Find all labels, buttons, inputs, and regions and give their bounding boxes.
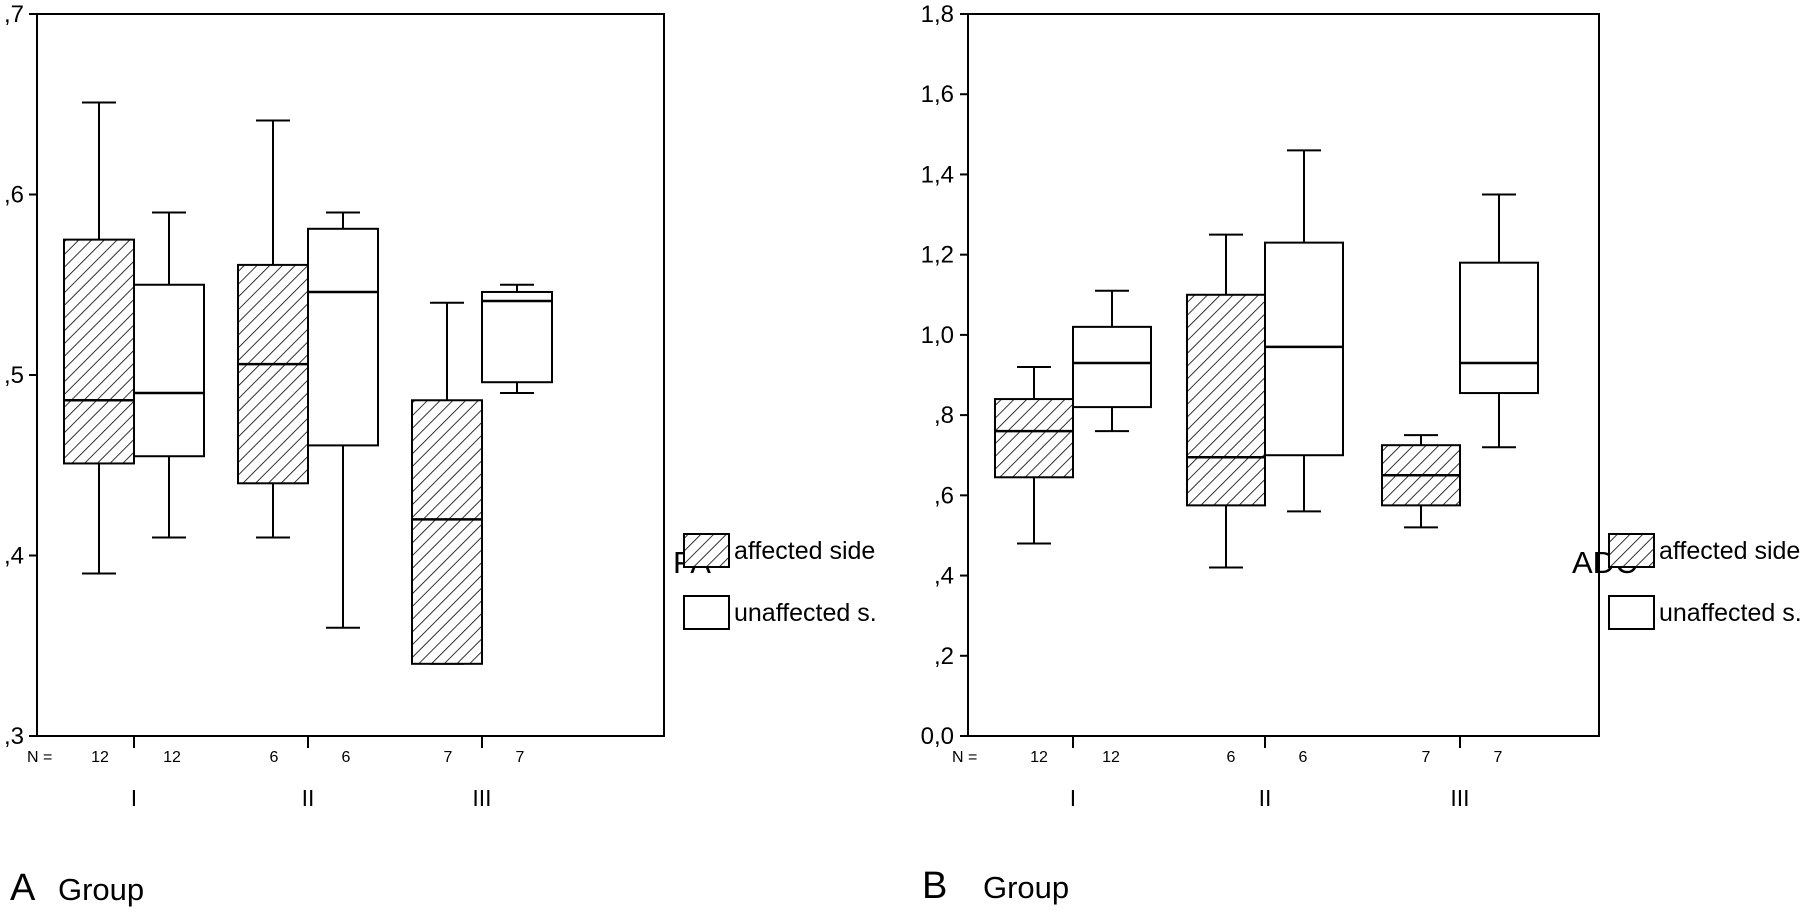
iqr-box (1459, 261, 1539, 395)
n-value: 6 (1299, 749, 1308, 766)
box-unaffected-group-i (1072, 289, 1152, 433)
box-unaffected-group-ii (307, 211, 379, 629)
panel-letter: B (922, 865, 947, 907)
n-value: 12 (1102, 749, 1120, 766)
n-value: 12 (163, 749, 181, 766)
iqr-box (994, 398, 1074, 479)
iqr-box (411, 399, 483, 665)
box-unaffected-group-iii (1459, 193, 1539, 449)
x-axis-title: Group (58, 872, 144, 907)
n-prefix-label: N = (952, 749, 977, 766)
y-tick-label: ,5 (4, 362, 24, 389)
n-value: 6 (342, 749, 351, 766)
group-label-iii: III (1450, 785, 1469, 811)
group-label-ii: II (302, 785, 315, 811)
legend: affected side unaffected s. (683, 533, 877, 630)
n-value: 7 (444, 749, 453, 766)
iqr-box (481, 290, 553, 384)
y-axis-ticks: 0,0 ,2 ,4 ,6 ,8 1,0 1,2 1,4 1,6 1,8 (921, 1, 968, 750)
n-value: 7 (1494, 749, 1503, 766)
y-tick-label: 1,0 (921, 322, 954, 349)
box-series (63, 101, 553, 748)
iqr-box (133, 283, 205, 458)
y-tick-label: ,8 (934, 402, 954, 429)
y-tick-label: 0,0 (921, 723, 954, 750)
y-tick-label: 1,2 (921, 242, 954, 269)
y-tick-label: ,6 (4, 182, 24, 209)
box-unaffected-group-i (133, 211, 205, 539)
box-affected-group-i (994, 365, 1074, 545)
y-tick-label: 1,8 (921, 1, 954, 28)
group-category-labels: I II III (1070, 785, 1470, 811)
y-tick-label: ,2 (934, 643, 954, 670)
iqr-box (237, 263, 309, 485)
n-value: 7 (1422, 749, 1431, 766)
iqr-box (1072, 325, 1152, 409)
box-affected-group-ii (1186, 233, 1266, 569)
iqr-box (1264, 241, 1344, 457)
panel-letter: A (10, 867, 36, 909)
y-tick-label: ,6 (934, 482, 954, 509)
box-series (994, 149, 1539, 748)
legend-swatch (1608, 533, 1655, 568)
legend-swatch (1608, 595, 1655, 630)
x-axis-title: Group (983, 870, 1069, 905)
legend-label: affected side (734, 537, 875, 565)
group-label-i: I (1070, 785, 1076, 811)
plot-frame (967, 13, 1600, 737)
sample-size-row: N = 12 12 6 6 7 7 (27, 749, 525, 766)
panel-b-adc-boxplot: 0,0,2,4,6,81,01,21,41,61,8 N = 12 12 6 6 7 7 … (921, 1, 1800, 907)
iqr-box (63, 238, 135, 465)
y-tick-label: ,4 (934, 563, 954, 590)
legend-swatch (683, 595, 730, 630)
group-label-ii: II (1259, 785, 1272, 811)
n-value: 12 (91, 749, 109, 766)
y-tick-label: 1,4 (921, 161, 954, 188)
legend-swatch (683, 533, 730, 568)
y-tick-label: ,3 (4, 723, 24, 750)
box-affected-group-iii (411, 301, 483, 665)
box-affected-group-iii (1381, 434, 1461, 529)
iqr-box (307, 227, 379, 447)
group-label-i: I (131, 785, 137, 811)
y-tick-label: 1,6 (921, 81, 954, 108)
n-value: 7 (516, 749, 525, 766)
legend: affected side unaffected s. (1608, 533, 1800, 630)
box-affected-group-i (63, 101, 135, 575)
legend-label: affected side (1659, 537, 1800, 565)
box-unaffected-group-iii (481, 283, 553, 395)
n-prefix-label: N = (27, 749, 52, 766)
y-tick-label: ,4 (4, 543, 24, 570)
n-value: 6 (1227, 749, 1236, 766)
n-value: 6 (270, 749, 279, 766)
legend-label: unaffected s. (1659, 599, 1800, 627)
iqr-box (1186, 293, 1266, 507)
group-category-labels: I II III (131, 785, 492, 811)
box-affected-group-ii (237, 119, 309, 539)
group-label-iii: III (472, 785, 491, 811)
n-value: 12 (1030, 749, 1048, 766)
sample-size-row: N = 12 12 6 6 7 7 (952, 749, 1503, 766)
y-tick-label: ,7 (4, 1, 24, 28)
legend-label: unaffected s. (734, 599, 877, 627)
y-axis-ticks: ,3 ,4 ,5 ,6 ,7 (4, 1, 37, 750)
box-unaffected-group-ii (1264, 149, 1344, 513)
